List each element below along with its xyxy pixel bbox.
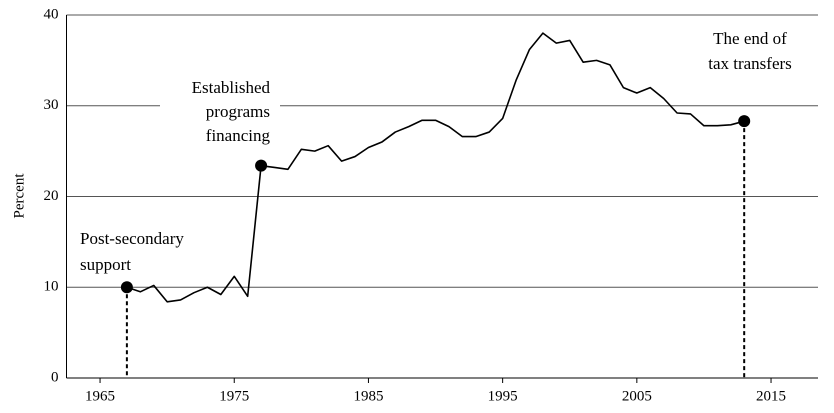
data-line <box>126 32 745 303</box>
annotation: The end of <box>713 29 787 48</box>
x-tick-label: 1995 <box>488 388 518 404</box>
y-tick-label: 40 <box>44 6 59 22</box>
y-tick-label: 0 <box>51 369 59 385</box>
highlight-point <box>255 159 268 172</box>
annotation: Established <box>192 78 271 97</box>
y-tick-label: 20 <box>44 188 59 204</box>
annotation: support <box>80 255 131 274</box>
x-tick-label: 1975 <box>219 388 249 404</box>
annotation: tax transfers <box>708 54 792 73</box>
highlight-point <box>738 115 751 128</box>
annotation: Post-secondary <box>80 229 184 248</box>
y-tick-label: 30 <box>44 97 59 113</box>
annotation: programs <box>206 102 270 121</box>
highlight-point <box>120 281 133 294</box>
x-tick-label: 2015 <box>756 388 786 404</box>
annotation-background <box>160 94 280 118</box>
y-axis-label: Percent <box>11 173 27 219</box>
x-tick-label: 1985 <box>353 388 383 404</box>
x-tick-label: 2005 <box>622 388 652 404</box>
annotation: financing <box>206 126 271 145</box>
x-tick-label: 1965 <box>85 388 115 404</box>
y-tick-label: 10 <box>44 279 59 295</box>
